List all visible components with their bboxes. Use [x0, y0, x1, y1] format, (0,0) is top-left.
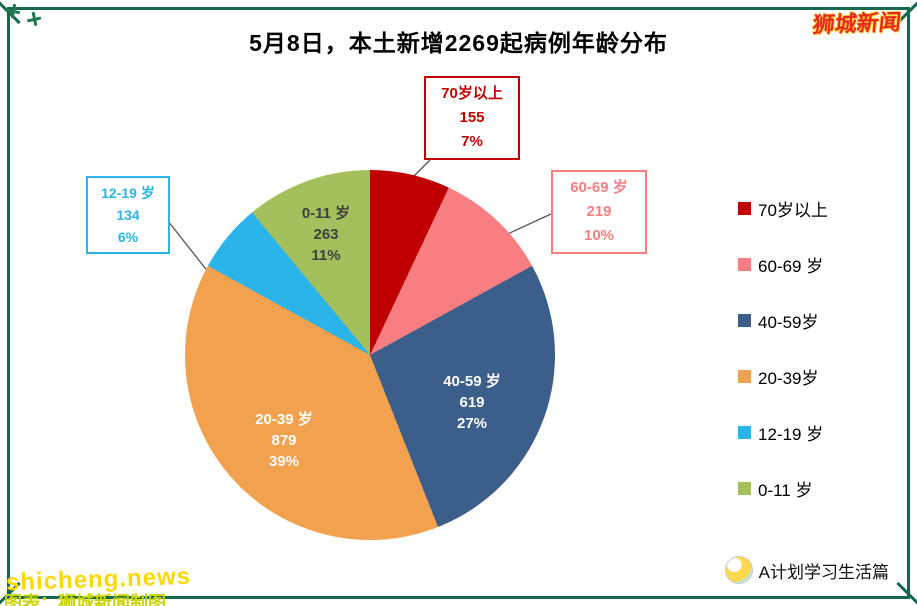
corner-plus-icon — [4, 2, 22, 20]
callout-label: 70岁以上 — [441, 85, 503, 102]
legend-item: 0-11 岁 — [738, 476, 828, 501]
credit-line: 图表：狮城新闻制图 — [4, 593, 166, 606]
slice-label-value: 619 — [459, 394, 485, 411]
legend-swatch-60-69 — [738, 258, 751, 271]
slice-label-value: 263 — [313, 226, 339, 243]
slice-label-40-59: 40-59 岁 619 27% — [424, 371, 520, 434]
legend-swatch-70plus — [738, 202, 751, 215]
callout-value: 155 — [459, 109, 485, 126]
legend-swatch-12-19 — [738, 426, 751, 439]
callout-percent: 6% — [117, 229, 139, 245]
frame-corner-icon — [896, 581, 917, 606]
callout-60-69: 60-69 岁 219 10% — [551, 170, 647, 254]
callout-label: 12-19 岁 — [101, 185, 155, 201]
chick-avatar-icon — [724, 556, 753, 584]
chart-title: 5月8日，本土新增2269起病例年龄分布 — [249, 30, 668, 56]
legend-item: 60-69 岁 — [738, 252, 828, 277]
pie-chart — [185, 170, 555, 540]
legend-swatch-40-59 — [738, 314, 751, 327]
callout-label: 60-69 岁 — [570, 179, 628, 196]
legend-label: 20-39岁 — [758, 369, 819, 388]
slice-label-0-11: 0-11 岁 263 11% — [278, 203, 374, 266]
legend-label: 12-19 岁 — [758, 425, 824, 444]
legend-label: 40-59岁 — [758, 313, 819, 332]
legend-item: 40-59岁 — [738, 308, 828, 333]
legend-item: 70岁以上 — [738, 196, 828, 221]
callout-12-19: 12-19 岁 134 6% — [86, 176, 170, 254]
legend-item: 12-19 岁 — [738, 420, 828, 445]
legend-label: 60-69 岁 — [758, 257, 824, 276]
slice-label-percent: 11% — [311, 247, 341, 264]
callout-percent: 10% — [583, 227, 615, 244]
legend-label: 70岁以上 — [758, 201, 828, 220]
legend-swatch-20-39 — [738, 370, 751, 383]
callout-percent: 7% — [461, 133, 483, 150]
slice-label-value: 879 — [271, 432, 297, 449]
callout-value: 219 — [586, 203, 612, 220]
legend-item: 20-39岁 — [738, 364, 828, 389]
slice-label-text: 20-39 岁 — [255, 411, 313, 428]
slice-label-text: 40-59 岁 — [443, 373, 501, 390]
legend-swatch-0-11 — [738, 482, 751, 495]
slice-label-percent: 27% — [456, 415, 488, 432]
callout-value: 134 — [116, 207, 140, 223]
callout-70plus: 70岁以上 155 7% — [424, 76, 520, 160]
legend-label: 0-11 岁 — [758, 481, 813, 500]
slice-label-20-39: 20-39 岁 879 39% — [236, 409, 332, 472]
legend: 70岁以上 60-69 岁 40-59岁 20-39岁 12-19 岁 0-11… — [738, 196, 828, 501]
slice-label-text: 0-11 岁 — [301, 205, 351, 222]
footer-right-label: A计划学习生活篇 — [758, 562, 889, 582]
watermark-top-right: 狮城新闻 — [811, 9, 903, 38]
footer-right: A计划学习生活篇 — [724, 556, 889, 584]
slice-label-percent: 39% — [268, 453, 300, 470]
